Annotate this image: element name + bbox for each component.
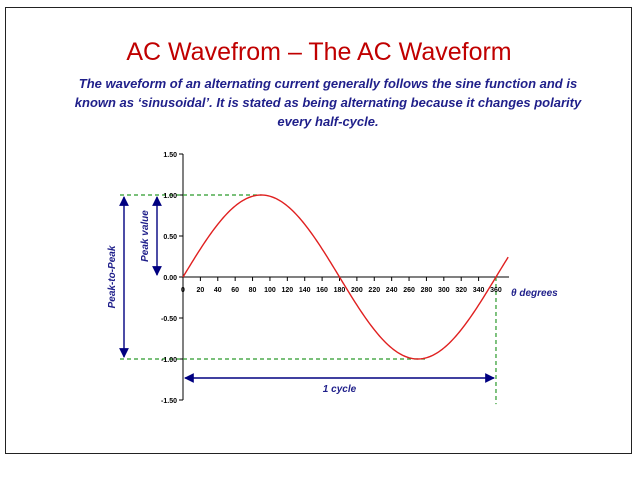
slide-subtitle: The waveform of an alternating current g… [74,76,582,129]
x-tick-label: 60 [231,287,239,294]
x-tick-label: 140 [299,287,311,294]
x-tick-label: 0 [181,287,185,294]
x-tick-label: 260 [403,287,415,294]
x-tick-label: 180 [334,287,346,294]
cycle-label: 1 cycle [323,384,357,395]
x-tick-label: 320 [455,287,467,294]
axes [179,153,510,401]
peak-value-label: Peak value [140,210,151,262]
y-tick-label: 0.00 [163,275,177,282]
x-tick-label: 100 [264,287,276,294]
x-tick-label: 280 [421,287,433,294]
x-tick-label: 20 [196,287,204,294]
x-tick-label: 120 [281,287,293,294]
y-tick-label: 0.50 [163,234,177,241]
x-tick-label: 220 [368,287,380,294]
slide-title: AC Wavefrom – The AC Waveform [126,38,512,66]
sine-curve [182,194,509,360]
x-axis-label: θ degrees [511,288,558,299]
x-tick-label: 360 [490,287,502,294]
tick-labels: 1.50 1.00 0.50 0.00 -0.50 -1.00 -1.50 0 20 40 60 80… [161,152,502,405]
y-tick-label: -0.50 [161,316,177,323]
y-tick-label: -1.00 [161,357,177,364]
x-tick-label: 340 [473,287,485,294]
y-tick-label: 1.00 [163,193,177,200]
x-tick-label: 80 [249,287,257,294]
x-tick-label: 160 [316,287,328,294]
peak-to-peak-label: Peak-to-Peak [107,245,118,308]
y-tick-label: 1.50 [163,152,177,159]
x-tick-label: 200 [351,287,363,294]
x-tick-label: 40 [214,287,222,294]
y-tick-label: -1.50 [161,398,177,405]
x-tick-label: 300 [438,287,450,294]
x-tick-label: 240 [386,287,398,294]
annotations: θ degrees Peak value Peak-to-Peak 1 cycle [107,196,558,395]
guide-lines [120,194,497,405]
sine-series [182,194,509,360]
